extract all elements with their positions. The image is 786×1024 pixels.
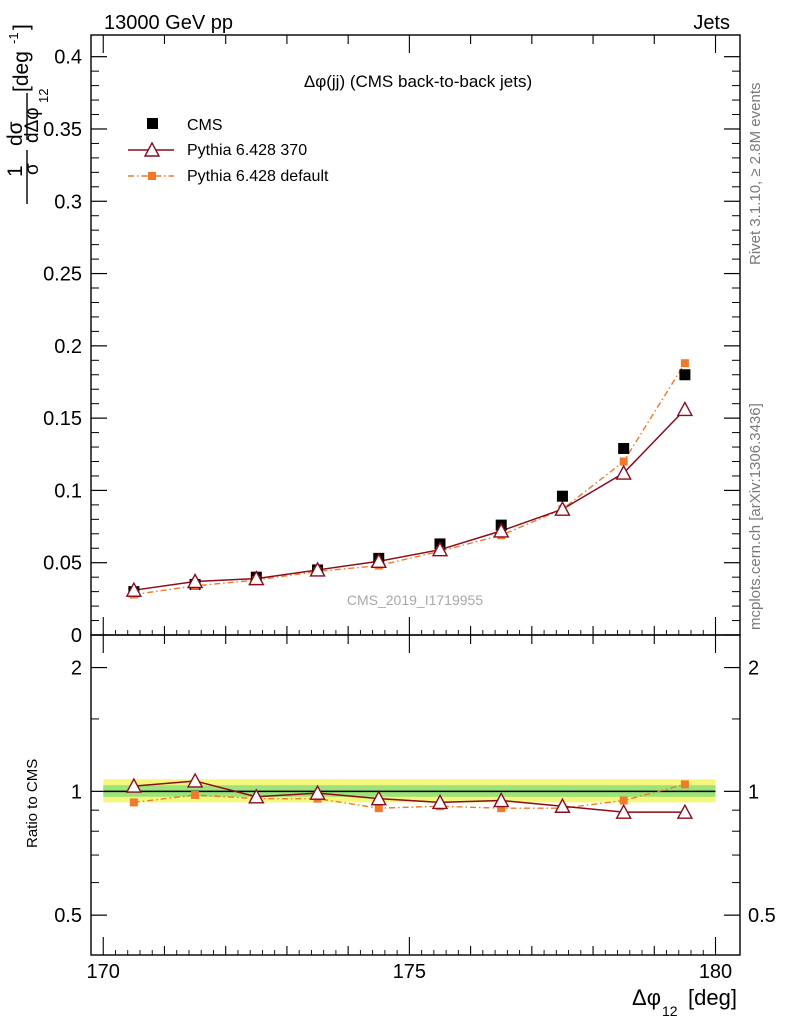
- ratio-point-pythia370: [125, 777, 143, 793]
- svg-text:-1: -1: [6, 32, 21, 44]
- ratio-ytick-label: 0.5: [54, 905, 82, 927]
- ratio-point-pythia-default: [191, 790, 200, 799]
- ratio-series-layer: [125, 772, 694, 819]
- x-tick-label: 170: [87, 961, 120, 983]
- point-cms: [679, 369, 691, 381]
- plot-title: Δφ(jj) (CMS back-to-back jets): [304, 72, 532, 91]
- series-line-pythia370: [133, 408, 686, 591]
- ratio-point-pythia370: [248, 788, 265, 804]
- ratio-point-pythia370: [676, 803, 694, 819]
- main-ytick-label: 0.4: [54, 47, 82, 69]
- ratio-line-pythia-default: [133, 783, 686, 809]
- point-pythia370: [615, 464, 632, 480]
- x-tick-label: 175: [393, 961, 426, 983]
- point-pythia-default: [619, 457, 628, 466]
- svg-text:σ: σ: [22, 163, 43, 175]
- x-tick-label: 180: [699, 961, 732, 983]
- header-left: 13000 GeV pp: [104, 12, 233, 34]
- legend-item-pythia-default: Pythia 6.428 default: [128, 168, 329, 185]
- side-label-bottom: mcplots.cern.ch [arXiv:1306.3436]: [747, 403, 764, 630]
- point-pythia370: [493, 522, 510, 538]
- side-label-top: Rivet 3.1.10, ≥ 2.8M events: [747, 83, 764, 266]
- ratio-point-pythia-default: [680, 780, 689, 789]
- ratio-ytick-label-right: 2: [748, 658, 759, 680]
- main-ytick-label: 0.05: [43, 553, 82, 575]
- ratio-point-pythia370: [186, 772, 204, 788]
- ratio-point-pythia370: [554, 797, 571, 813]
- point-pythia370: [676, 400, 694, 417]
- series-line-pythia-default: [133, 362, 686, 596]
- point-pythia370: [554, 500, 571, 516]
- header-right: Jets: [693, 12, 730, 34]
- svg-text:12: 12: [36, 89, 51, 103]
- ratio-ytick-label: 2: [71, 658, 82, 680]
- svg-text:]: ]: [10, 24, 33, 30]
- legend-label-cms: CMS: [187, 117, 223, 134]
- legend-item-cms: CMS: [147, 117, 223, 134]
- ratio-point-pythia370: [370, 790, 387, 806]
- ratio-ytick-label-right: 0.5: [748, 905, 776, 927]
- point-pythia370: [370, 552, 387, 568]
- main-ytick-label: 0.25: [43, 264, 82, 286]
- svg-text:[deg]: [deg]: [688, 985, 737, 1010]
- main-ytick-label: 0.2: [54, 336, 82, 358]
- ratio-axes: 170 175 180 0.5 0.5 1 1 2 2: [54, 635, 776, 983]
- ratio-point-pythia-default: [619, 796, 628, 805]
- svg-text:1: 1: [4, 165, 27, 177]
- point-pythia370: [186, 573, 204, 589]
- ratio-point-pythia370: [615, 803, 632, 819]
- point-cms: [556, 490, 568, 502]
- legend-label-pythia-default: Pythia 6.428 default: [187, 168, 329, 185]
- point-cms: [618, 442, 630, 454]
- ratio-line-pythia370: [133, 780, 685, 813]
- ratio-point-pythia-default: [129, 798, 138, 807]
- svg-text:[deg: [deg: [10, 51, 33, 92]
- main-y-axis-label: 1 σ dσ dΔφ 12 [deg -1 ]: [4, 24, 51, 204]
- point-pythia370: [431, 541, 449, 557]
- x-axis-label: Δφ 12 [deg]: [632, 985, 737, 1019]
- ratio-point-pythia-default: [374, 804, 383, 813]
- svg-text:12: 12: [662, 1003, 678, 1019]
- main-axes: 0 0.05 0.1 0.15 0.2 0.25 0.3 0.35 0.4: [43, 35, 740, 647]
- main-ytick-label: 0.3: [54, 191, 82, 213]
- ratio-y-axis-label: Ratio to CMS: [24, 759, 41, 848]
- legend-label-pythia370: Pythia 6.428 370: [187, 142, 307, 159]
- ratio-point-pythia-default: [497, 804, 506, 813]
- main-ytick-label: 0.15: [43, 408, 82, 430]
- ratio-point-pythia370: [431, 793, 449, 810]
- ratio-point-pythia370: [493, 792, 510, 808]
- ratio-ytick-label-right: 1: [748, 781, 759, 803]
- ratio-point-pythia370: [309, 784, 326, 800]
- main-ytick-label: 0.1: [54, 480, 82, 502]
- ratio-ytick-label: 1: [71, 781, 82, 803]
- point-pythia370: [125, 581, 143, 597]
- legend: CMS Pythia 6.428 370 Pythia 6.428 defaul…: [128, 117, 329, 185]
- svg-text:dΔφ: dΔφ: [22, 107, 43, 143]
- svg-text:Δφ: Δφ: [632, 985, 661, 1010]
- main-series-layer: [125, 359, 694, 599]
- svg-text:dσ: dσ: [4, 121, 27, 146]
- point-pythia370: [309, 561, 326, 577]
- point-pythia370: [248, 570, 265, 586]
- point-pythia-default: [680, 359, 689, 368]
- ratio-plot-frame: [90, 634, 741, 956]
- main-ytick-label: 0.35: [43, 119, 82, 141]
- main-ytick-label: 0: [71, 625, 82, 647]
- legend-item-pythia370: Pythia 6.428 370: [128, 141, 307, 159]
- analysis-watermark: CMS_2019_I1719955: [347, 592, 483, 608]
